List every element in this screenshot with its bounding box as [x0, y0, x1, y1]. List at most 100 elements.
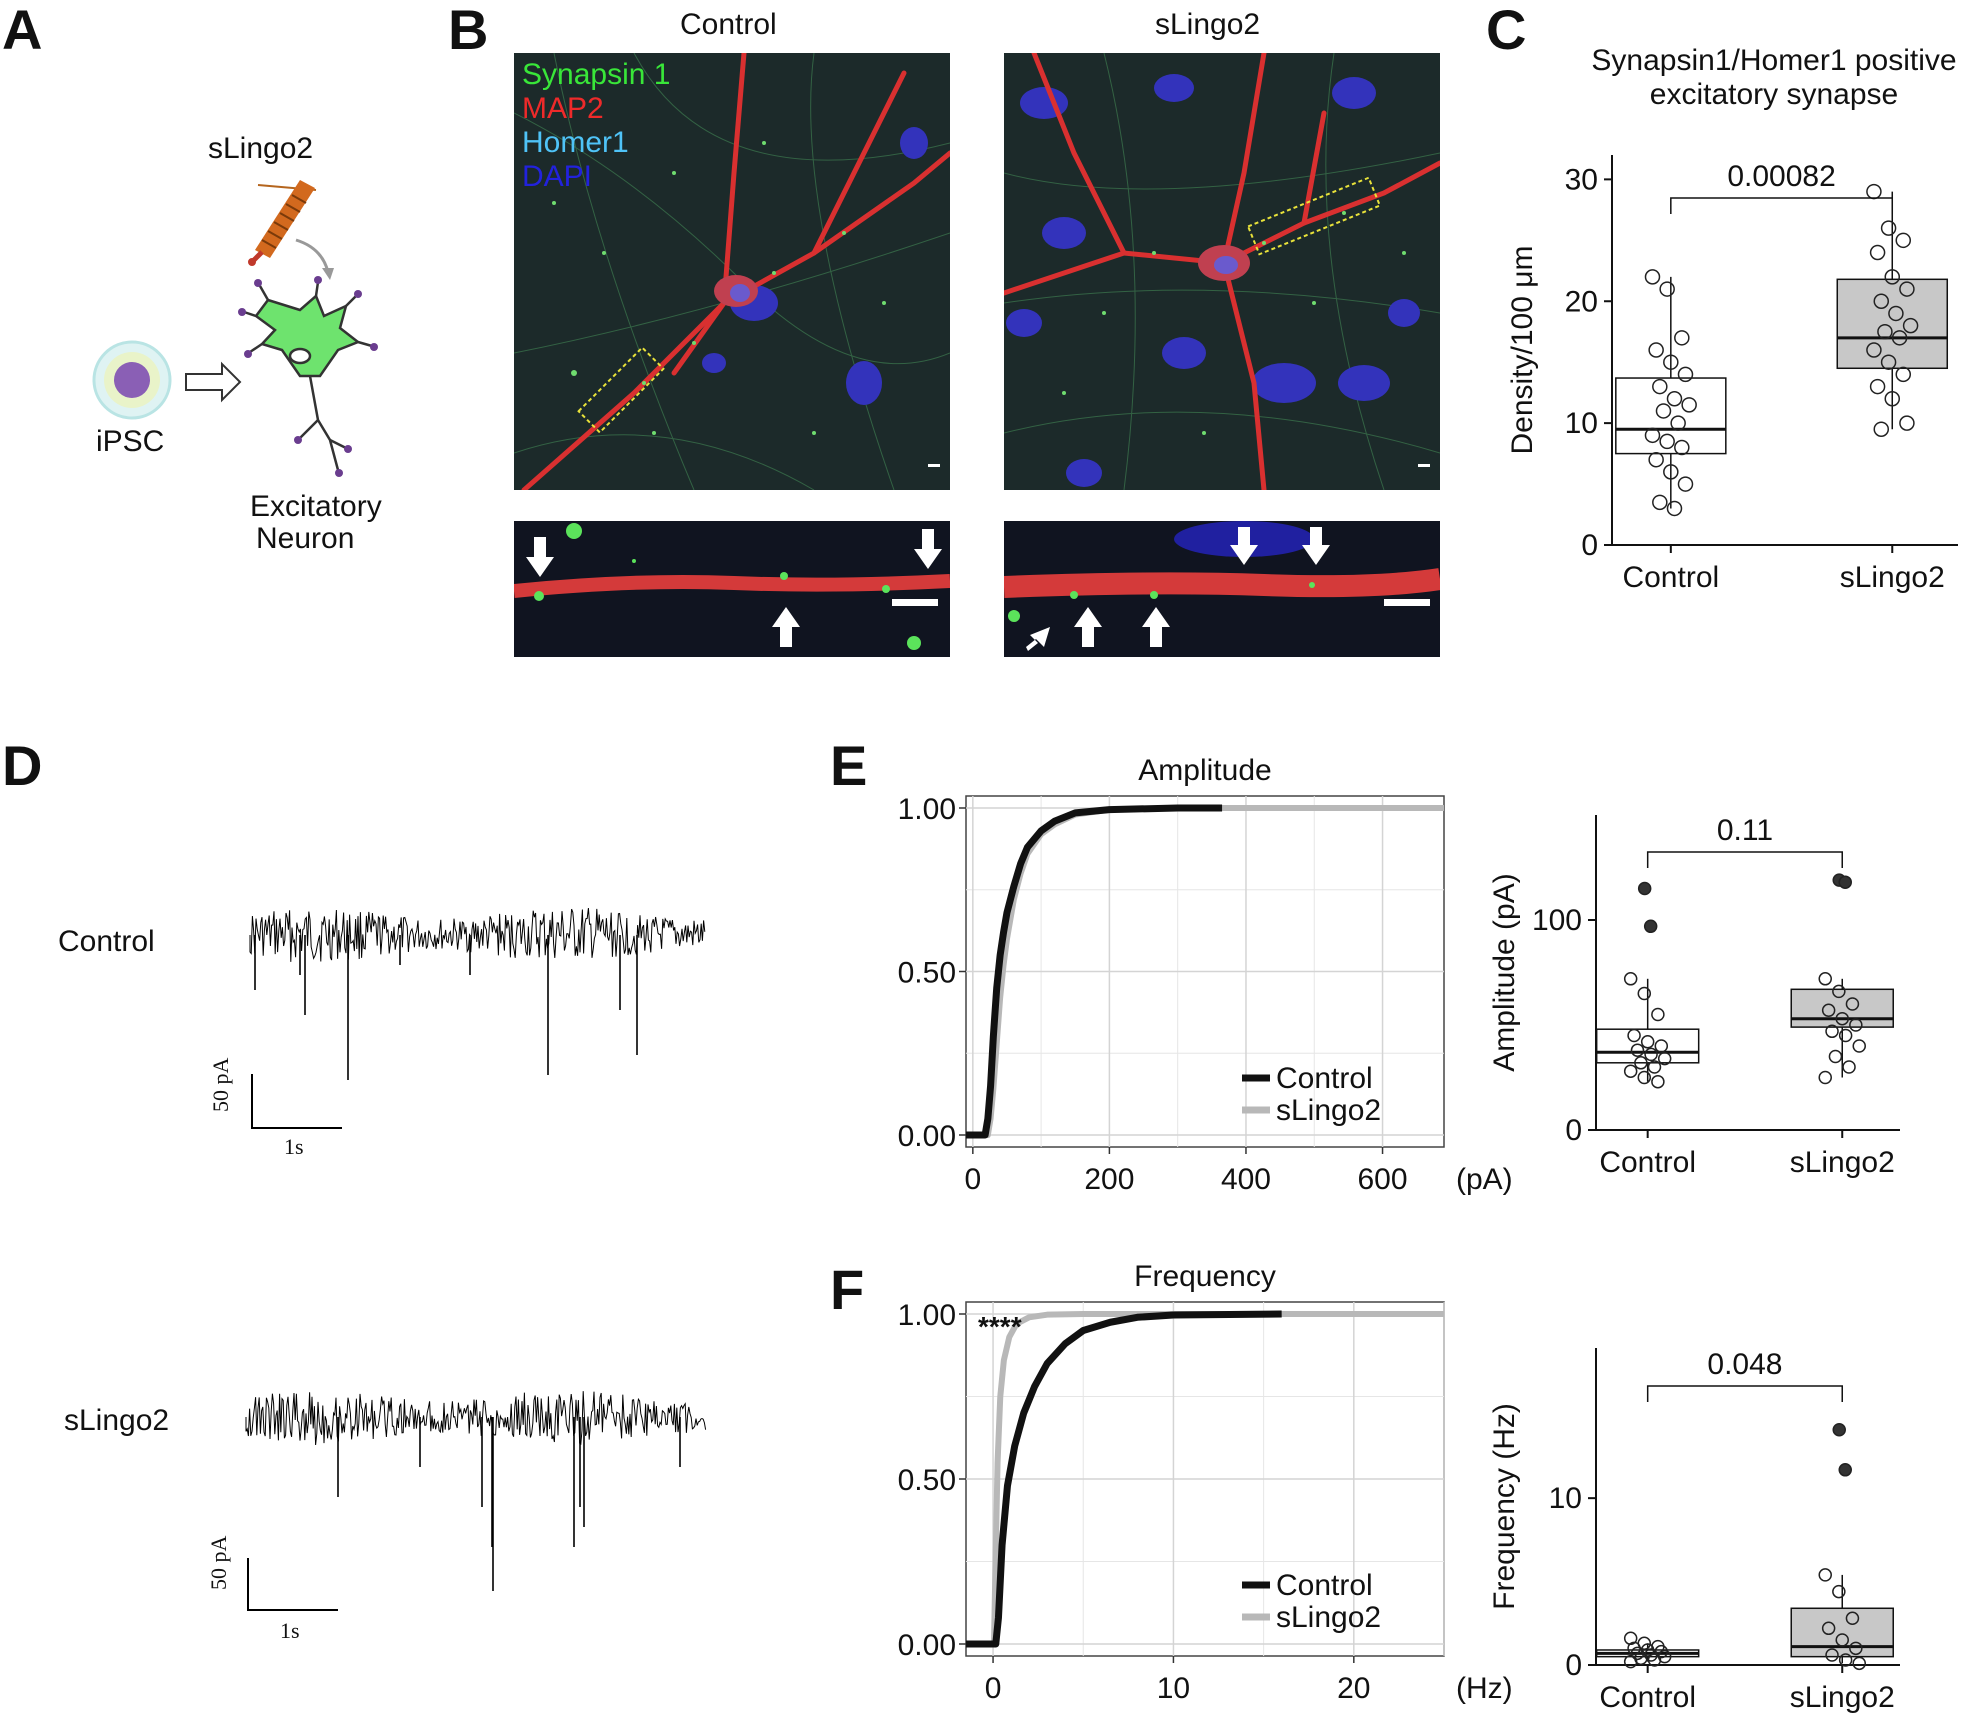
panel-label-d: D	[2, 734, 43, 797]
arrow-marker-3	[772, 607, 800, 647]
data-point	[1648, 342, 1664, 358]
box	[1615, 377, 1727, 455]
data-point	[1652, 378, 1668, 395]
data-point	[1818, 1070, 1832, 1085]
legend-label-slingo2: sLingo2	[1276, 1601, 1381, 1634]
treatment-label: sLingo2	[208, 132, 314, 165]
data-point	[1640, 1035, 1655, 1049]
arrow-marker-6	[1074, 607, 1102, 647]
outlier-point	[1838, 1463, 1852, 1477]
data-point	[1891, 330, 1908, 346]
chart-c-title-line1: Synapsin1/Homer1 positive	[1591, 44, 1957, 77]
data-point	[1880, 220, 1897, 236]
outlier-point	[1643, 919, 1658, 934]
scale-x-control: 1s	[284, 1134, 304, 1159]
data-point	[1895, 232, 1912, 249]
data-point	[1821, 1003, 1836, 1018]
data-point	[1659, 433, 1675, 450]
slingo2-zoom-strip	[1004, 521, 1440, 657]
arrow-marker-2	[914, 529, 942, 569]
box	[1790, 1607, 1894, 1658]
data-point	[1880, 354, 1897, 370]
data-point	[1818, 972, 1832, 986]
x-tick-label: 20	[1337, 1672, 1370, 1705]
data-point	[1884, 269, 1901, 285]
data-point	[1852, 1656, 1866, 1671]
y-tick-label: 100	[1532, 904, 1582, 937]
significance-bracket	[1646, 851, 1843, 868]
y-tick-label: 10	[1565, 407, 1598, 440]
data-point	[1832, 984, 1846, 999]
x-tick-label: Control	[1599, 1681, 1696, 1713]
data-point	[1644, 1047, 1658, 1062]
data-point	[1681, 397, 1697, 413]
panel-label-a: A	[2, 0, 43, 61]
x-tick-label: 10	[1157, 1672, 1190, 1705]
y-tick-label: 0.50	[898, 1464, 956, 1497]
data-point	[1677, 366, 1694, 383]
significance-annotation: ****	[978, 1311, 1022, 1342]
data-point	[1674, 439, 1690, 456]
y-tick-label: 0.00	[898, 1120, 956, 1153]
panel-label-f: F	[830, 1258, 865, 1321]
slingo2-micrograph	[1004, 53, 1440, 490]
trace-noise	[249, 907, 706, 962]
data-point	[1674, 330, 1690, 346]
box	[1836, 278, 1949, 370]
p-value-label: 0.11	[1717, 814, 1773, 847]
outlier-point	[1832, 1423, 1846, 1437]
neuron-label-line1: Excitatory	[250, 490, 382, 523]
data-point	[1818, 1568, 1832, 1582]
trace-label-slingo2: sLingo2	[64, 1404, 170, 1437]
x-tick-label: sLingo2	[1840, 561, 1945, 594]
data-point	[1654, 1039, 1669, 1053]
legend-dapi: DAPI	[522, 160, 593, 193]
ipsc-label: iPSC	[96, 425, 165, 458]
data-point	[1884, 391, 1901, 407]
y-tick-label: 20	[1565, 285, 1598, 318]
data-point	[1637, 1070, 1652, 1085]
y-tick-label: 1.00	[898, 793, 956, 826]
x-tick-label: sLingo2	[1790, 1146, 1895, 1179]
arrow-marker-1	[526, 537, 554, 577]
data-point	[1670, 415, 1686, 431]
y-tick-label: 1.00	[898, 1299, 956, 1332]
x-tick-label: 400	[1221, 1163, 1271, 1196]
box	[1595, 1028, 1700, 1064]
data-point	[1866, 342, 1882, 358]
arrow-marker-5	[1302, 527, 1330, 565]
data-point	[1666, 391, 1683, 407]
protein-icon	[248, 180, 317, 266]
schematic-illustration	[92, 180, 378, 477]
data-point	[1835, 1633, 1849, 1647]
data-point	[1838, 1028, 1853, 1043]
neuron-icon	[238, 276, 378, 477]
data-point	[1637, 986, 1652, 1001]
data-point	[1677, 476, 1694, 492]
data-point	[1832, 1584, 1846, 1599]
y-tick-label: 0	[1565, 1649, 1582, 1682]
data-point	[1651, 1074, 1665, 1089]
data-point	[1666, 500, 1683, 517]
legend-label-slingo2: sLingo2	[1276, 1094, 1381, 1127]
data-point	[1849, 1641, 1863, 1656]
data-point	[1838, 1653, 1853, 1667]
data-point	[1869, 378, 1886, 395]
x-tick-label: 600	[1358, 1163, 1408, 1196]
significance-bracket	[1670, 197, 1894, 214]
data-point	[1902, 317, 1919, 334]
outlier-point	[1637, 881, 1652, 896]
data-point	[1849, 1018, 1863, 1032]
x-tick-label: Control	[1599, 1146, 1696, 1179]
data-point	[1644, 427, 1661, 444]
significance-bracket	[1646, 1385, 1843, 1402]
chart-title: Frequency	[1134, 1260, 1276, 1293]
data-point	[1634, 1056, 1648, 1070]
panel-label-c: C	[1486, 0, 1527, 61]
